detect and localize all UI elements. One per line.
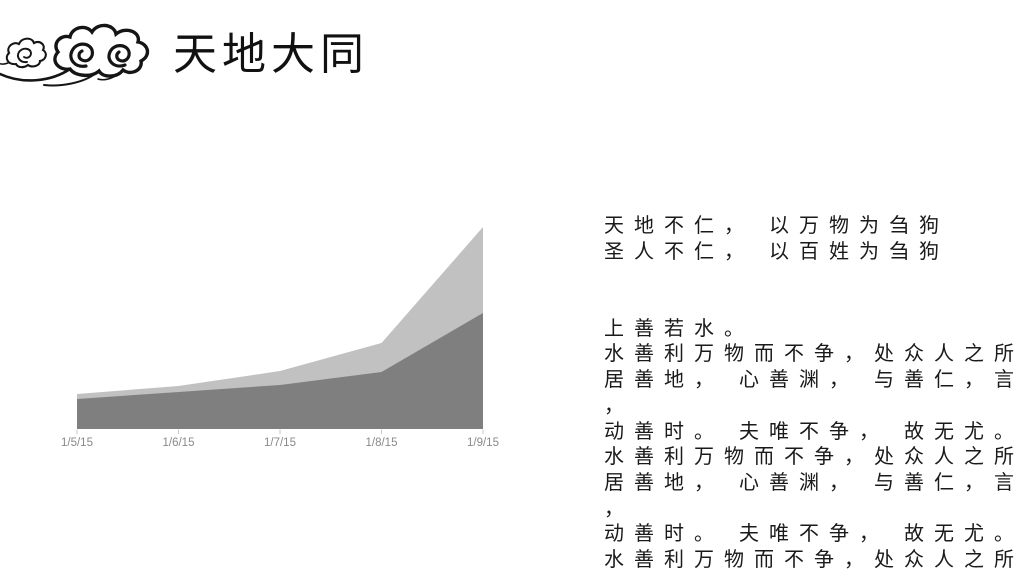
text-line: 天地不仁， 以万物为刍狗 [604, 215, 949, 237]
small-cloud-spiral [17, 47, 32, 64]
text-line: 居善地， 心善渊， 与善仁，言善 [604, 471, 1024, 494]
text-line: 水善利万物而不争，处众人之所 [604, 446, 1024, 469]
axis-label: 1/5/15 [61, 437, 93, 449]
slide-title: 天地大同 [173, 30, 369, 79]
chart-series-dark [77, 313, 483, 429]
body-text: 天地不仁， 以万物为刍狗 圣人不仁， 以百姓为刍狗 上善若水。 水善利万物而不争… [604, 214, 1024, 574]
small-cloud-outline [5, 37, 47, 69]
text-line: 动善时。 夫唯不争， 故无尤。 [604, 420, 1024, 443]
text-line: ， [604, 394, 634, 417]
clouds-logo [0, 23, 150, 87]
cloud-spiral [107, 44, 131, 68]
text-line: 水善利万物而不争，处众人之所 [604, 343, 1024, 366]
cloud-tail-line [0, 67, 72, 82]
text-line: ， [604, 497, 634, 520]
area-chart-svg: 1/5/15 1/6/15 1/7/15 1/8/15 1/9/15 [61, 227, 499, 449]
text-line [604, 291, 1024, 317]
text-line [604, 265, 1024, 291]
axis-label: 1/8/15 [366, 437, 398, 449]
text-line: 动善时。 夫唯不争， 故无尤。 [604, 523, 1024, 546]
text-line: 上善若水。 [604, 317, 754, 340]
axis-label: 1/7/15 [264, 437, 296, 449]
large-cloud-outline [53, 23, 150, 78]
text-line: 圣人不仁， 以百姓为刍狗 [604, 240, 949, 263]
text-line: 居善地， 心善渊， 与善仁，言善 [604, 369, 1024, 392]
cloud-spiral [69, 42, 94, 68]
axis-label: 1/6/15 [163, 437, 195, 449]
axis-label: 1/9/15 [467, 437, 499, 449]
small-cloud-tail [0, 62, 9, 65]
text-line: 水善利万物而不争，处众人之所 [604, 548, 1024, 571]
area-chart: 1/5/15 1/6/15 1/7/15 1/8/15 1/9/15 [60, 190, 500, 456]
